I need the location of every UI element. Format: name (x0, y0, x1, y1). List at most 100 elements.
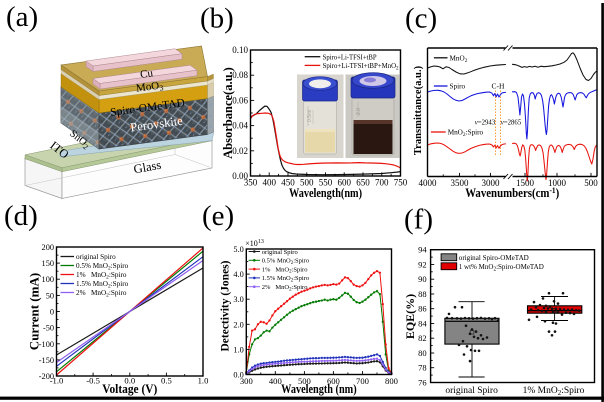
svg-text:-1.0: -1.0 (50, 375, 64, 385)
svg-text:0.0: 0.0 (233, 371, 243, 380)
svg-text:1000: 1000 (548, 178, 567, 188)
svg-text:50: 50 (46, 291, 54, 300)
svg-text:-100: -100 (39, 340, 54, 349)
svg-text:3000: 3000 (482, 178, 501, 188)
svg-text:150: 150 (42, 259, 54, 268)
svg-text:original Spiro: original Spiro (262, 249, 298, 256)
svg-text:-150: -150 (39, 356, 54, 365)
svg-text:Glass: Glass (132, 158, 162, 177)
svg-text:200: 200 (42, 243, 54, 252)
svg-text:(a): (a) (6, 1, 38, 33)
svg-text:-50: -50 (43, 324, 54, 333)
svg-text:C-H: C-H (492, 82, 506, 91)
svg-text:500: 500 (298, 376, 311, 386)
svg-text:Wavenumbers(cm-1): Wavenumbers(cm-1) (465, 185, 559, 200)
svg-text:700: 700 (356, 376, 369, 386)
svg-text:84: 84 (418, 319, 427, 329)
svg-text:0.06: 0.06 (232, 95, 248, 105)
svg-text:MnO2:Spiro: MnO2:Spiro (448, 129, 484, 138)
svg-text:Current (mA): Current (mA) (26, 273, 41, 350)
svg-text:500: 500 (584, 178, 598, 188)
svg-text:78: 78 (418, 363, 427, 373)
svg-text:Wavelength (nm): Wavelength (nm) (281, 382, 357, 396)
svg-text:0.0: 0.0 (124, 375, 135, 385)
svg-text:0.5% MnO2:Spiro: 0.5% MnO2:Spiro (262, 258, 309, 266)
svg-text:MoO3: MoO3 (135, 79, 164, 95)
svg-text:original Spiro-OMeTAD: original Spiro-OMeTAD (459, 253, 529, 262)
svg-text:(e): (e) (202, 200, 234, 232)
svg-text:Wavelength(nm): Wavelength(nm) (289, 186, 362, 200)
svg-text:650: 650 (356, 178, 370, 188)
svg-text:0.10: 0.10 (232, 45, 248, 55)
svg-text:Spiro+Li-TFSI+tBP: Spiro+Li-TFSI+tBP (323, 52, 377, 61)
svg-text:0: 0 (50, 308, 54, 317)
svg-text:600: 600 (337, 178, 351, 188)
svg-text:Perovskite: Perovskite (129, 114, 184, 135)
svg-text:76: 76 (418, 378, 427, 388)
svg-text:300: 300 (240, 376, 253, 386)
svg-text:700: 700 (375, 178, 389, 188)
svg-text:450: 450 (281, 178, 295, 188)
svg-text:0.00: 0.00 (232, 171, 248, 181)
svg-text:0.5ml: 0.5ml (307, 110, 313, 122)
svg-text:92: 92 (418, 260, 427, 270)
svg-text:Transmittance(a.u.): Transmittance(a.u.) (413, 65, 424, 155)
svg-text:94: 94 (418, 245, 427, 255)
svg-text:80: 80 (418, 348, 427, 358)
svg-text:90: 90 (418, 274, 427, 284)
svg-text:0.5% MnO2:Spiro: 0.5% MnO2:Spiro (76, 262, 129, 271)
svg-text:EQE(%): EQE(%) (403, 294, 417, 339)
svg-text:400: 400 (262, 178, 276, 188)
svg-text:Cu: Cu (139, 67, 154, 81)
svg-text:v=2865: v=2865 (501, 120, 522, 127)
svg-text:1.5% MnO2:Spiro: 1.5% MnO2:Spiro (76, 280, 129, 289)
svg-text:1.5% MnO2:Spiro: 1.5% MnO2:Spiro (262, 275, 309, 283)
svg-text:-200: -200 (39, 372, 54, 381)
svg-text:4.0: 4.0 (233, 270, 243, 279)
svg-text:(f): (f) (404, 204, 433, 236)
svg-text:750: 750 (394, 178, 408, 188)
svg-text:2% MnO2:Spiro: 2% MnO2:Spiro (76, 289, 127, 298)
svg-text:82: 82 (418, 333, 427, 343)
svg-text:3.0: 3.0 (233, 295, 243, 304)
svg-text:original Spiro: original Spiro (445, 386, 498, 396)
svg-text:1.0: 1.0 (233, 345, 243, 354)
svg-text:350: 350 (244, 178, 258, 188)
svg-text:1% MnO2:Spiro: 1% MnO2:Spiro (523, 386, 585, 397)
svg-text:0.04: 0.04 (232, 121, 248, 131)
svg-text:original Spiro: original Spiro (76, 253, 116, 261)
svg-text:MnO2: MnO2 (450, 54, 468, 63)
svg-text:2% MnO2:Spiro: 2% MnO2:Spiro (262, 284, 308, 292)
svg-text:5.0: 5.0 (233, 245, 243, 254)
svg-text:800: 800 (385, 376, 398, 386)
svg-text:v=2943: v=2943 (475, 120, 496, 127)
svg-text:(c): (c) (405, 3, 437, 35)
svg-text:4000: 4000 (419, 178, 438, 188)
svg-text:Voltage (V): Voltage (V) (102, 382, 157, 396)
svg-text:3500: 3500 (451, 178, 470, 188)
svg-text:1500: 1500 (516, 178, 535, 188)
svg-text:(b): (b) (200, 3, 234, 35)
svg-text:1% MnO2:Spiro: 1% MnO2:Spiro (262, 266, 308, 274)
svg-text:Absorbance(a.u.): Absorbance(a.u.) (221, 67, 235, 159)
svg-text:Spiro+Li-TFSI+tBP+MnO2: Spiro+Li-TFSI+tBP+MnO2 (323, 61, 399, 72)
svg-text:0.5: 0.5 (161, 375, 172, 385)
svg-text:1.0: 1.0 (198, 375, 209, 385)
svg-text:Spiro: Spiro (450, 83, 466, 91)
svg-text:600: 600 (327, 376, 340, 386)
svg-text:500: 500 (300, 178, 314, 188)
svg-text:2.0: 2.0 (233, 320, 243, 329)
svg-text:1 wt% MnO2:Spiro-OMeTAD: 1 wt% MnO2:Spiro-OMeTAD (459, 262, 544, 273)
svg-text:400: 400 (269, 376, 282, 386)
svg-text:×1013: ×1013 (245, 239, 264, 248)
svg-text:86: 86 (418, 304, 427, 314)
svg-text:88: 88 (418, 289, 427, 299)
svg-text:0.02: 0.02 (232, 146, 248, 156)
svg-text:Detectivity (Jones): Detectivity (Jones) (219, 260, 231, 351)
svg-text:(d): (d) (4, 200, 38, 232)
svg-text:2.0: 2.0 (356, 108, 362, 115)
svg-text:1% MnO2:Spiro: 1% MnO2:Spiro (76, 271, 127, 280)
svg-text:0.08: 0.08 (232, 70, 248, 80)
svg-text:100: 100 (42, 275, 54, 284)
svg-text:-0.5: -0.5 (86, 375, 100, 385)
